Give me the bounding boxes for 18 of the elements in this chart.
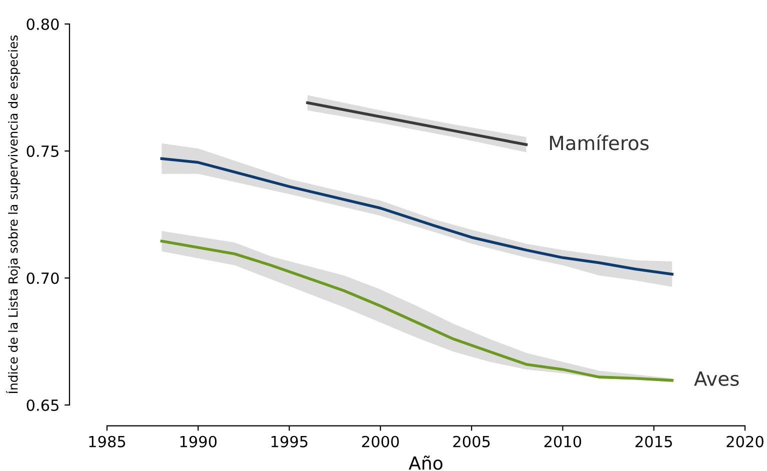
x-tick-label: 2015 (636, 436, 672, 448)
y-tick-label: 0.70 (26, 272, 59, 284)
y-tick-label: 0.75 (26, 145, 58, 158)
x-axis-title: Año (408, 456, 442, 470)
x-tick-label: 1985 (89, 436, 126, 448)
x-tick-label: 2020 (726, 436, 764, 448)
y-tick-label: 0.80 (26, 18, 59, 30)
line-series (306, 101, 528, 146)
y-axis-title: Índice de la Lista Roja sobre la supervivencia de especies (6, 35, 20, 394)
x-tick-label: 2005 (453, 436, 490, 448)
y-tick-label: 0.65 (26, 399, 58, 412)
x-tick-label: 2000 (362, 436, 399, 448)
series-label: Aves (694, 372, 739, 386)
x-tick-label: 1990 (180, 436, 217, 448)
x-tick-label: 2010 (544, 436, 582, 448)
line-series (160, 157, 674, 276)
x-tick-label: 1995 (272, 436, 308, 448)
series-label: Mamíferos (550, 134, 649, 150)
